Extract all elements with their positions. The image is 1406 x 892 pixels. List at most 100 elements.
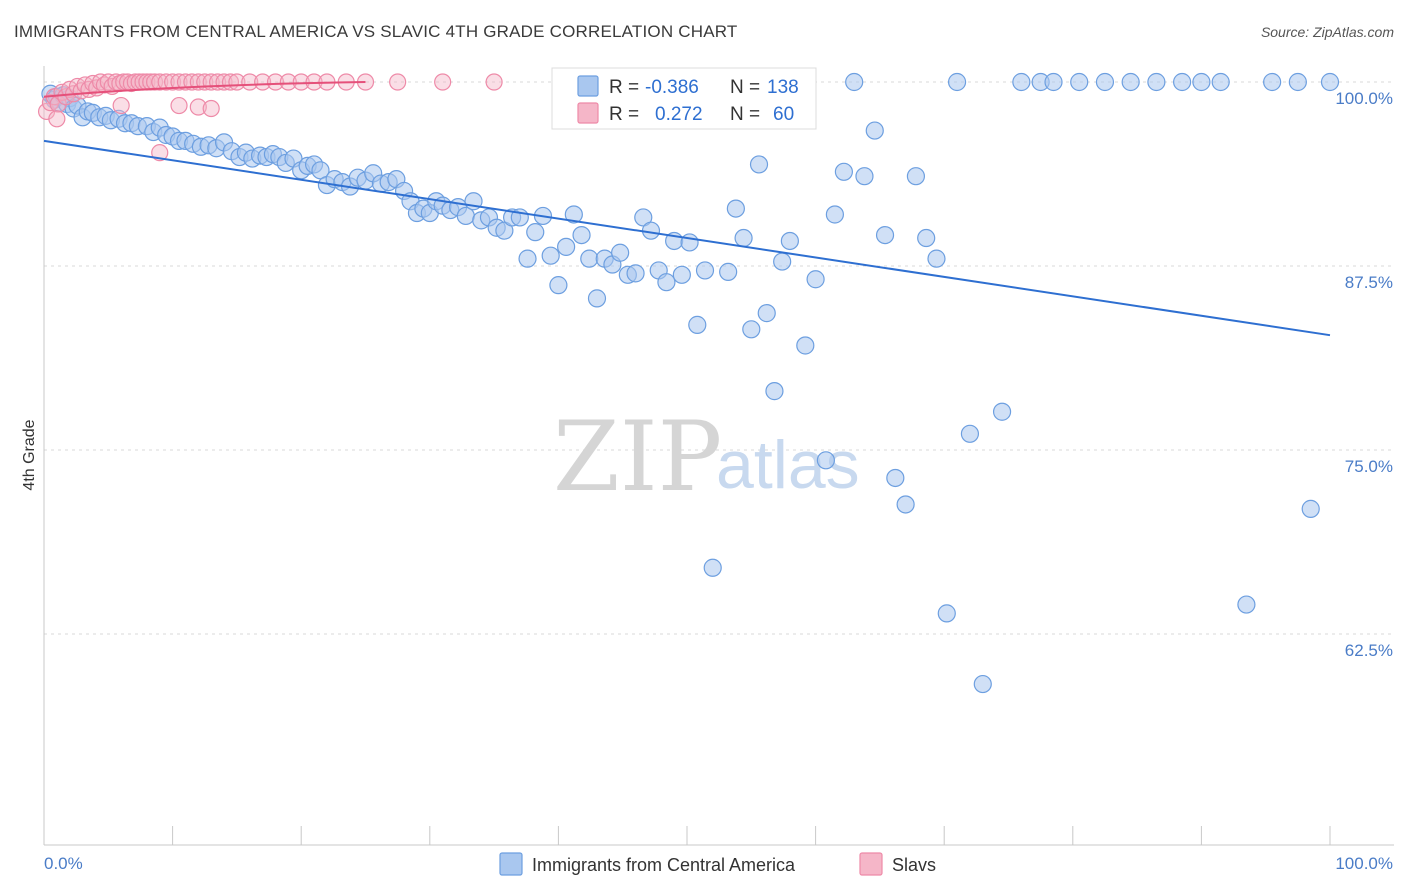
data-point-slavs — [241, 73, 259, 91]
data-point-immigrants — [1301, 499, 1320, 518]
data-point-immigrants — [816, 451, 835, 470]
data-point-immigrants — [1070, 72, 1089, 92]
watermark: ZIP atlas — [553, 401, 860, 513]
legend-r-value-1: -0.386 — [645, 77, 699, 98]
y-axis-label: 4th Grade — [21, 419, 38, 490]
legend-r-value-2: 0.272 — [655, 104, 703, 125]
data-point-immigrants — [626, 264, 645, 283]
data-point-immigrants — [1192, 72, 1211, 92]
data-point-slavs — [189, 98, 207, 116]
data-point-immigrants — [855, 167, 874, 186]
y-tick-label: 100.0% — [1335, 89, 1393, 108]
data-point-immigrants — [734, 228, 753, 248]
data-point-immigrants — [1237, 595, 1256, 614]
data-point-immigrants — [780, 231, 799, 251]
y-tick-label: 62.5% — [1345, 641, 1393, 660]
data-point-slavs — [485, 73, 503, 91]
data-point-immigrants — [749, 155, 769, 174]
data-point-immigrants — [1095, 72, 1115, 92]
data-point-immigrants — [886, 468, 905, 488]
data-point-immigrants — [695, 261, 715, 280]
data-point-immigrants — [688, 315, 707, 334]
legend-swatch-blue — [577, 75, 599, 97]
chart-source: Source: ZipAtlas.com — [1260, 24, 1394, 40]
legend-r-label-1: R = — [609, 77, 639, 98]
x-tick-label: 100.0% — [1335, 854, 1393, 873]
bottom-legend-swatch-pink — [859, 852, 883, 876]
data-point-immigrants — [765, 382, 784, 401]
data-point-immigrants — [1012, 72, 1031, 92]
bottom-legend-label-1: Immigrants from Central America — [532, 855, 796, 875]
data-point-immigrants — [526, 223, 545, 242]
data-point-immigrants — [845, 72, 864, 92]
data-point-immigrants — [657, 273, 676, 292]
data-point-immigrants — [757, 304, 776, 323]
bottom-legend-label-2: Slavs — [892, 855, 936, 875]
x-tick-labels: 0.0% 100.0% — [44, 854, 1393, 873]
data-point-slavs — [151, 144, 169, 162]
data-point-slavs — [202, 99, 220, 118]
data-point-immigrants — [825, 205, 844, 224]
data-point-immigrants — [541, 246, 560, 265]
x-tick-label: 0.0% — [44, 854, 83, 873]
data-point-immigrants — [587, 289, 607, 308]
data-point-slavs — [170, 96, 188, 115]
data-point-immigrants — [1211, 72, 1230, 92]
data-point-immigrants — [672, 265, 691, 284]
chart-title: IMMIGRANTS FROM CENTRAL AMERICA VS SLAVI… — [14, 22, 738, 41]
data-point-slavs — [157, 73, 175, 91]
data-point-immigrants — [1288, 72, 1307, 92]
data-point-slavs — [151, 73, 169, 91]
data-point-immigrants — [580, 249, 599, 268]
axes — [43, 66, 1394, 846]
data-point-immigrants — [875, 225, 895, 245]
y-tick-label: 87.5% — [1345, 273, 1393, 292]
data-point-immigrants — [742, 320, 761, 339]
legend-n-value-2: 60 — [773, 104, 794, 125]
trend-line-immigrants — [43, 139, 1331, 337]
bottom-legend-swatch-blue — [499, 852, 523, 876]
data-point-immigrants — [937, 604, 956, 623]
data-point-immigrants — [1044, 72, 1063, 92]
data-point-immigrants — [641, 221, 661, 240]
top-legend: R = -0.386 N = 138 R = 0.272 N = 60 — [551, 67, 817, 130]
data-point-immigrants — [680, 233, 699, 252]
data-point-immigrants — [549, 276, 568, 295]
legend-n-value-1: 138 — [767, 77, 799, 98]
data-point-immigrants — [773, 252, 792, 271]
legend-n-label-1: N = — [730, 77, 760, 98]
data-point-slavs — [48, 110, 66, 128]
legend-r-label-2: R = — [609, 104, 639, 125]
trend-line-slavs — [43, 81, 366, 98]
data-point-immigrants — [917, 228, 936, 248]
data-point-immigrants — [973, 674, 992, 694]
watermark-atlas: atlas — [716, 427, 860, 503]
trend-lines — [43, 81, 1331, 337]
data-point-immigrants — [557, 237, 576, 256]
y-tick-label: 75.0% — [1345, 457, 1393, 476]
legend-swatch-pink — [577, 102, 599, 124]
data-point-immigrants — [572, 225, 591, 245]
y-tick-labels: 62.5% 75.0% 87.5% 100.0% — [1335, 89, 1393, 660]
data-point-slavs — [170, 73, 188, 91]
data-point-immigrants — [960, 424, 980, 443]
legend-n-label-2: N = — [730, 104, 760, 125]
data-point-slavs — [279, 73, 297, 91]
series-immigrants-points — [41, 72, 1340, 694]
data-point-immigrants — [796, 336, 815, 355]
data-point-immigrants — [611, 243, 630, 262]
data-point-immigrants — [865, 121, 884, 140]
data-point-immigrants — [1263, 72, 1282, 92]
data-point-slavs — [434, 73, 452, 91]
data-point-immigrants — [1320, 72, 1340, 92]
data-point-immigrants — [947, 72, 967, 92]
data-point-immigrants — [518, 249, 537, 268]
bottom-legend: Immigrants from Central America Slavs — [499, 852, 936, 876]
data-point-immigrants — [927, 249, 946, 268]
data-point-immigrants — [806, 270, 825, 289]
data-point-immigrants — [834, 162, 853, 181]
data-point-immigrants — [564, 205, 583, 224]
data-point-slavs — [389, 73, 407, 91]
watermark-zip: ZIP — [553, 401, 722, 513]
